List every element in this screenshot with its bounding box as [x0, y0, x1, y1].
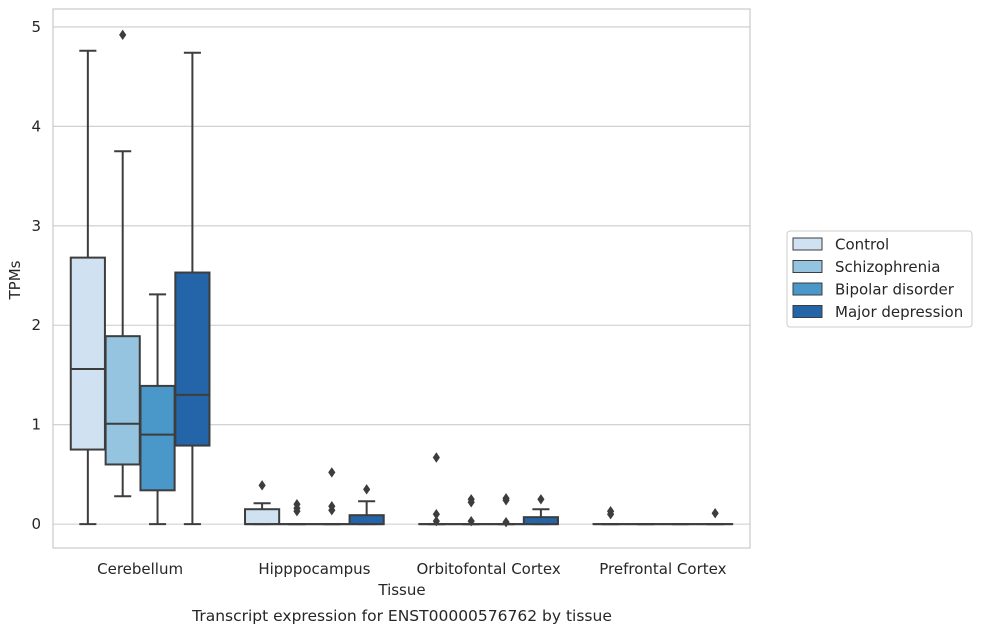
outlier-point	[467, 515, 475, 527]
outlier-point	[432, 452, 440, 463]
box-control	[592, 506, 629, 526]
y-tick-label: 2	[31, 316, 41, 334]
legend-swatch	[792, 237, 823, 251]
outlier-point	[711, 507, 719, 519]
box-major-depression	[697, 507, 734, 526]
box-bipolar-disorder	[313, 467, 350, 526]
outlier-point	[607, 508, 615, 520]
box-bipolar-disorder	[139, 293, 176, 526]
legend-label: Major depression	[835, 303, 963, 321]
y-axis-title: TPMs	[6, 260, 24, 300]
box-schizophrenia	[278, 499, 316, 526]
box-body	[174, 271, 211, 447]
x-axis-title: Tissue	[377, 581, 425, 599]
legend-swatch	[792, 305, 823, 318]
x-tick-label: Cerebellum	[97, 560, 183, 578]
outlier-point	[293, 506, 301, 517]
outlier-point	[467, 497, 475, 508]
legend-label: Control	[835, 236, 889, 254]
box-control	[69, 49, 106, 526]
y-tick-labels: 0 1 2 3 4 5	[31, 18, 41, 533]
outlier-point	[363, 484, 371, 495]
box-body	[139, 384, 176, 492]
box-body	[104, 335, 141, 466]
box-major-depression	[348, 484, 385, 526]
box-control	[418, 452, 455, 527]
outlier-point	[432, 508, 440, 520]
legend-label: Bipolar disorder	[835, 281, 955, 299]
box-groups	[69, 29, 734, 528]
box-schizophrenia	[453, 494, 490, 527]
y-tick-label: 5	[31, 18, 41, 36]
box-control	[244, 480, 281, 526]
legend: Control Schizophrenia Bipolar disorder Majo…	[786, 230, 973, 328]
outlier-point	[258, 480, 266, 491]
outlier-point	[537, 494, 545, 505]
outlier-point	[432, 515, 440, 527]
chart-caption: Transcript expression for ENST0000057676…	[191, 607, 612, 625]
outlier-point	[502, 495, 510, 506]
box-bipolar-disorder	[487, 493, 525, 528]
y-tick-label: 4	[31, 117, 41, 135]
x-tick-label: Orbitofontal Cortex	[417, 560, 561, 578]
outlier-point	[502, 516, 510, 528]
box-body	[244, 508, 281, 526]
outlier-point	[328, 467, 336, 478]
box-body	[69, 256, 106, 451]
x-tick-label: Prefrontal Cortex	[599, 560, 726, 578]
legend-frame	[786, 230, 973, 328]
x-tick-labels: Cerebellum Hipppocampus Orbitofontal Corte…	[97, 560, 726, 578]
y-tick-label: 0	[31, 515, 41, 533]
box-major-depression	[174, 51, 211, 526]
box-schizophrenia	[104, 29, 141, 498]
legend-swatch	[792, 260, 823, 273]
box-body	[522, 516, 559, 526]
legend-label: Schizophrenia	[835, 258, 940, 276]
outlier-point	[119, 29, 127, 41]
box-body	[348, 514, 385, 526]
y-tick-label: 3	[31, 217, 41, 235]
plot-frame	[52, 8, 751, 549]
x-tick-label: Hipppocampus	[258, 560, 370, 578]
box-major-depression	[522, 494, 559, 526]
legend-swatch	[792, 282, 823, 296]
y-tick-label: 1	[31, 416, 41, 434]
outlier-point	[328, 505, 336, 516]
